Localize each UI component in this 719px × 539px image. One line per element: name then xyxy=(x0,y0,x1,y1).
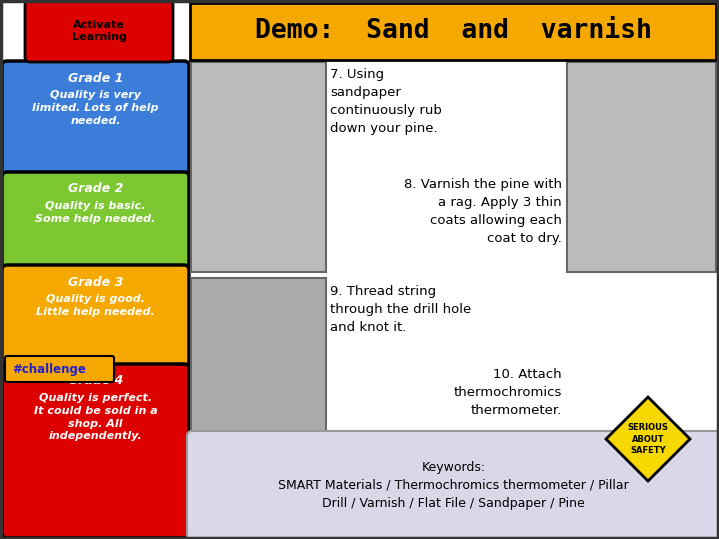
Text: Grade 4: Grade 4 xyxy=(68,375,123,388)
Text: Quality is perfect.
It could be sold in a
shop. All
independently.: Quality is perfect. It could be sold in … xyxy=(34,393,157,441)
Text: 9. Thread string
through the drill hole
and knot it.: 9. Thread string through the drill hole … xyxy=(330,285,471,334)
Text: Keywords:
SMART Materials / Thermochromics thermometer / Pillar
Drill / Varnish : Keywords: SMART Materials / Thermochromi… xyxy=(278,461,629,510)
FancyBboxPatch shape xyxy=(191,278,326,433)
Text: Quality is very
limited. Lots of help
needed.: Quality is very limited. Lots of help ne… xyxy=(32,90,159,126)
FancyBboxPatch shape xyxy=(5,356,114,382)
Text: Quality is good.
Little help needed.: Quality is good. Little help needed. xyxy=(36,294,155,317)
Text: Demo:  Sand  and  varnish: Demo: Sand and varnish xyxy=(255,18,651,45)
FancyBboxPatch shape xyxy=(191,1,718,538)
Polygon shape xyxy=(606,397,690,481)
FancyBboxPatch shape xyxy=(1,1,191,538)
FancyBboxPatch shape xyxy=(25,0,173,62)
Text: 8. Varnish the pine with
a rag. Apply 3 thin
coats allowing each
coat to dry.: 8. Varnish the pine with a rag. Apply 3 … xyxy=(404,178,562,245)
Text: 7. Using
sandpaper
continuously rub
down your pine.: 7. Using sandpaper continuously rub down… xyxy=(330,68,442,135)
Text: Grade 1: Grade 1 xyxy=(68,72,123,85)
Text: SERIOUS
ABOUT
SAFETY: SERIOUS ABOUT SAFETY xyxy=(628,424,669,454)
Text: Quality is basic.
Some help needed.: Quality is basic. Some help needed. xyxy=(35,201,156,224)
FancyBboxPatch shape xyxy=(2,265,189,367)
FancyBboxPatch shape xyxy=(187,431,719,539)
FancyBboxPatch shape xyxy=(2,61,189,175)
Text: #challenge: #challenge xyxy=(12,363,86,376)
Text: Activate
Learning: Activate Learning xyxy=(72,20,127,42)
Text: 10. Attach
thermochromics
thermometer.: 10. Attach thermochromics thermometer. xyxy=(454,368,562,417)
FancyBboxPatch shape xyxy=(190,3,716,60)
FancyBboxPatch shape xyxy=(2,172,189,268)
FancyBboxPatch shape xyxy=(567,62,716,272)
FancyBboxPatch shape xyxy=(2,364,189,538)
Text: Grade 3: Grade 3 xyxy=(68,275,123,288)
FancyBboxPatch shape xyxy=(191,62,326,272)
Text: Grade 2: Grade 2 xyxy=(68,183,123,196)
